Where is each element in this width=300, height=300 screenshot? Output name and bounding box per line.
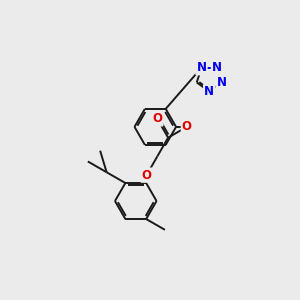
Text: N: N xyxy=(217,76,226,89)
Text: O: O xyxy=(182,120,192,134)
Text: N: N xyxy=(204,85,214,98)
Text: O: O xyxy=(142,169,152,182)
Text: N: N xyxy=(196,61,206,74)
Text: O: O xyxy=(152,112,162,125)
Text: N: N xyxy=(212,61,222,74)
